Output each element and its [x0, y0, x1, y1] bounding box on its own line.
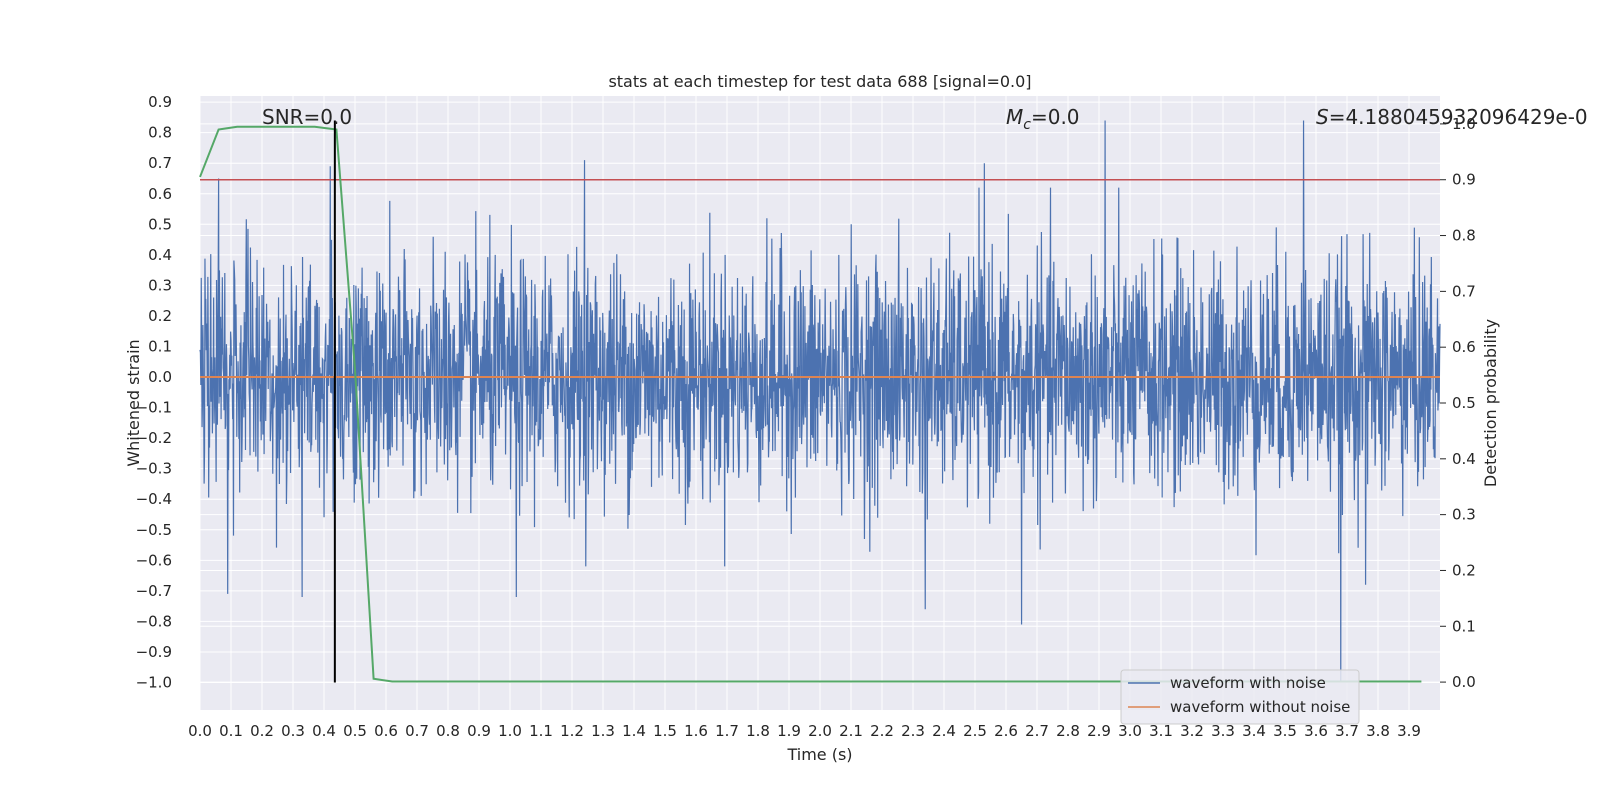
x-tick-label: 2.9 [1087, 722, 1111, 740]
y-tick-label: −0.4 [136, 490, 172, 508]
y-tick-label: −1.0 [136, 674, 172, 692]
y2-tick-label: 0.5 [1452, 394, 1476, 412]
x-tick-label: 1.8 [746, 722, 770, 740]
x-tick-label: 2.7 [1025, 722, 1049, 740]
chirp-mass-annotation: Mc=0.0 [1006, 105, 1080, 133]
y2-tick-label: 0.7 [1452, 282, 1476, 300]
x-tick-label: 1.5 [653, 722, 677, 740]
y-tick-label: −0.9 [136, 643, 172, 661]
x-tick-label: 3.0 [1118, 722, 1142, 740]
legend-label-noise: waveform with noise [1170, 674, 1326, 692]
y-tick-label: 0.4 [148, 246, 172, 264]
x-tick-label: 2.5 [963, 722, 987, 740]
x-tick-label: 3.9 [1397, 722, 1421, 740]
x-tick-label: 1.4 [622, 722, 646, 740]
y2-tick-label: 0.3 [1452, 506, 1476, 524]
x-tick-label: 3.4 [1242, 722, 1266, 740]
x-tick-label: 3.8 [1366, 722, 1390, 740]
x-tick-label: 1.1 [529, 722, 553, 740]
x-tick-label: 3.3 [1211, 722, 1235, 740]
x-tick-label: 2.3 [901, 722, 925, 740]
y2-tick-label: 0.0 [1452, 673, 1476, 691]
x-tick-label: 0.4 [312, 722, 336, 740]
y2-tick-label: 0.1 [1452, 617, 1476, 635]
x-tick-label: 0.7 [405, 722, 429, 740]
series-layer [199, 120, 1441, 683]
x-tick-label: 3.6 [1304, 722, 1328, 740]
y-tick-label: 0.8 [148, 124, 172, 142]
x-tick-label: 3.5 [1273, 722, 1297, 740]
y-tick-label: 0.3 [148, 276, 172, 294]
y2-axis-label: Detection probability [1481, 319, 1500, 487]
x-tick-label: 3.7 [1335, 722, 1359, 740]
chirp-mass-subscript: c [1023, 117, 1031, 133]
y-tick-label: 0.2 [148, 307, 172, 325]
y-tick-label: 0.9 [148, 93, 172, 111]
noise-waveform-line [199, 120, 1441, 683]
s-value: =4.188045932096429e-0 [1329, 105, 1588, 129]
y-tick-label: 0.5 [148, 215, 172, 233]
x-tick-label: 2.2 [870, 722, 894, 740]
x-tick-label: 1.2 [560, 722, 584, 740]
y-tick-label: −0.5 [136, 521, 172, 539]
chirp-mass-value: =0.0 [1031, 105, 1080, 129]
x-tick-label: 2.1 [839, 722, 863, 740]
chart-title: stats at each timestep for test data 688… [608, 72, 1031, 91]
x-tick-label: 2.8 [1056, 722, 1080, 740]
y-tick-label: 0.6 [148, 185, 172, 203]
x-tick-label: 3.2 [1180, 722, 1204, 740]
detection-probability-line [199, 125, 1422, 683]
legend: waveform with noise waveform without noi… [1120, 669, 1360, 725]
x-tick-label: 2.0 [808, 722, 832, 740]
s-annotation: S=4.188045932096429e-0 [1316, 105, 1588, 129]
y-tick-label: 0.1 [148, 337, 172, 355]
y-tick-label: −0.2 [136, 429, 172, 447]
y-tick-label: −0.1 [136, 399, 172, 417]
x-tick-label: 3.1 [1149, 722, 1173, 740]
x-tick-label: 0.2 [250, 722, 274, 740]
x-tick-label: 2.6 [994, 722, 1018, 740]
x-tick-label: 0.0 [188, 722, 212, 740]
y-tick-label: −0.7 [136, 582, 172, 600]
legend-box [1120, 669, 1360, 725]
x-tick-label: 0.1 [219, 722, 243, 740]
y-axis-label: Whitened strain [124, 339, 143, 466]
x-tick-label: 0.6 [374, 722, 398, 740]
y2-tick-label: 0.2 [1452, 561, 1476, 579]
snr-annotation: SNR=0.0 [262, 105, 352, 129]
legend-label-clean: waveform without noise [1170, 698, 1350, 716]
s-symbol: S [1316, 105, 1329, 129]
x-axis-label: Time (s) [786, 745, 852, 764]
y2-tick-label: 1.0 [1452, 115, 1476, 133]
x-tick-label: 2.4 [932, 722, 956, 740]
x-tick-label: 1.9 [777, 722, 801, 740]
y2-tick-label: 0.9 [1452, 171, 1476, 189]
x-tick-label: 1.6 [684, 722, 708, 740]
y-tick-label: −0.3 [136, 460, 172, 478]
ticks-layer: 0.0 0.1 0.2 0.3 0.4 0.5 0.6 0.7 0.8 0.9 1.0 1.1 1.2 1… [136, 93, 1476, 740]
x-tick-label: 1.7 [715, 722, 739, 740]
y-tick-label: 0.7 [148, 154, 172, 172]
x-tick-label: 0.5 [343, 722, 367, 740]
chirp-mass-symbol: M [1006, 105, 1023, 129]
y2-tick-label: 0.4 [1452, 450, 1476, 468]
y-tick-label: −0.8 [136, 612, 172, 630]
x-tick-label: 0.3 [281, 722, 305, 740]
x-tick-label: 0.8 [436, 722, 460, 740]
y2-tick-label: 0.8 [1452, 227, 1476, 245]
x-tick-label: 0.9 [467, 722, 491, 740]
x-tick-label: 1.3 [591, 722, 615, 740]
x-tick-label: 1.0 [498, 722, 522, 740]
y2-tick-label: 0.6 [1452, 338, 1476, 356]
y-tick-label: 0.0 [148, 368, 172, 386]
y-tick-label: −0.6 [136, 551, 172, 569]
